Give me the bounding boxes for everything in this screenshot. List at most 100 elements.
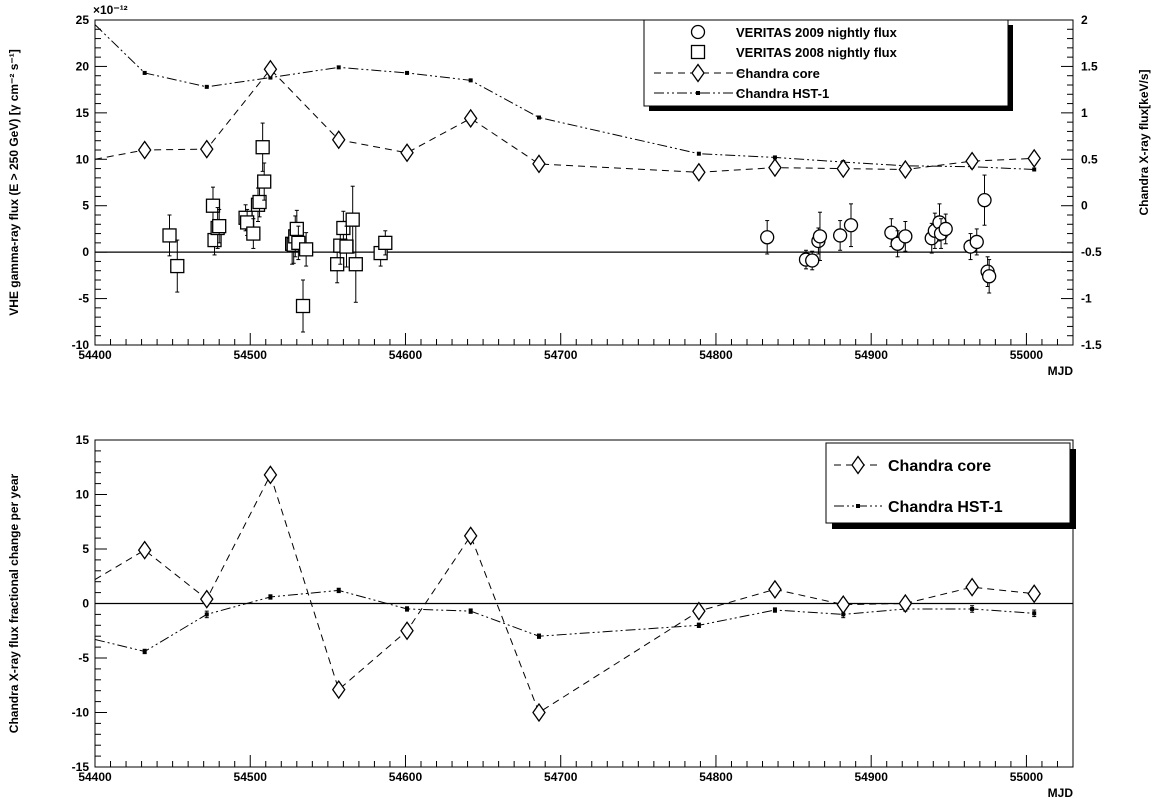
right-y-axis-label: Chandra X-ray flux[keV/s]	[1137, 69, 1151, 215]
bottom-panel-y-tick-label: -15	[72, 760, 90, 774]
bottom-panel-y-tick-label: -5	[78, 651, 89, 665]
legend-circle-marker	[690, 24, 706, 40]
legend-square-marker	[690, 44, 706, 60]
right-y-tick-label: -1	[1081, 292, 1092, 306]
bottom-panel-y-tick-label: 15	[76, 433, 90, 447]
top-panel-y-tick-label: 15	[76, 106, 90, 120]
chandra-hst1-point	[696, 151, 701, 156]
chandra-core-point	[1027, 148, 1041, 168]
bottom-panel-x-tick-label: 54500	[234, 770, 268, 784]
chandra-core-point	[836, 158, 851, 179]
veritas-2008-point	[257, 174, 272, 189]
bottom-panel-y-tick-label: 0	[82, 597, 89, 611]
chandra-core-point	[331, 130, 346, 150]
bottom-legend-entry: Chandra core	[888, 458, 991, 475]
chandra-hst1-point	[1032, 167, 1037, 172]
top-legend: VERITAS 2009 nightly flux VERITAS 2008 ni…	[643, 19, 1013, 111]
top-panel-y-tick-label: 20	[76, 59, 90, 73]
right-y-tick-label: 1	[1081, 106, 1088, 120]
veritas-2008-point	[295, 298, 311, 314]
bottom-core-point	[898, 593, 913, 614]
bottom-legend: Chandra core Chandra HST-1	[825, 442, 1076, 529]
bottom-hst1-line	[95, 589, 1035, 652]
bottom-core-point	[199, 589, 214, 609]
bottom-legend-core-marker	[851, 455, 865, 475]
bottom-hst1-point	[772, 608, 777, 613]
bottom-hst1-point	[536, 634, 541, 639]
chandra-hst1-point	[336, 65, 341, 70]
veritas-2008-point	[348, 257, 363, 272]
right-y-tick-label: -1.5	[1081, 338, 1102, 352]
veritas-2008-point	[289, 221, 304, 237]
top-panel-x-axis-label: MJD	[1048, 364, 1074, 378]
bottom-panel-x-tick-label: 54400	[78, 770, 112, 784]
top-panel-y-tick-label: 25	[76, 13, 90, 27]
bottom-panel-x-tick-label: 54900	[855, 770, 889, 784]
top-panel-x-tick-label: 54400	[78, 348, 112, 362]
chandra-hst1-point	[536, 115, 541, 120]
bottom-hst1-point	[696, 623, 701, 628]
top-panel-x-tick-label: 54800	[699, 348, 733, 362]
top-panel-x-tick-label: 54700	[544, 348, 578, 362]
bottom-panel-y-axis-label: Chandra X-ray flux fractional change per…	[7, 473, 21, 733]
top-panel-y-tick-label: 5	[82, 199, 89, 213]
bottom-core-point	[692, 601, 706, 621]
veritas-2008-point	[378, 235, 393, 251]
right-y-tick-label: 1.5	[1081, 59, 1098, 73]
bottom-legend-hst1-marker	[856, 504, 860, 508]
top-panel-y-tick-label: -5	[78, 292, 89, 306]
bottom-legend-entry: Chandra HST-1	[888, 499, 1003, 516]
veritas-2008-point	[255, 140, 270, 155]
chandra-hst1-line	[95, 24, 1035, 170]
bottom-core-point	[263, 465, 278, 485]
legend-core-marker	[691, 63, 705, 83]
veritas-2009-point	[982, 269, 997, 284]
bottom-core-point	[532, 702, 546, 723]
veritas-2009-point	[898, 229, 913, 244]
bottom-hst1-point	[336, 588, 341, 593]
chandra-core-point	[768, 158, 782, 178]
top-panel-frame	[94, 19, 1074, 346]
bottom-panel-x-tick-label: 55000	[1010, 770, 1044, 784]
bottom-core-point	[137, 540, 152, 560]
veritas-2008-point	[170, 258, 185, 274]
veritas-2009-point	[977, 192, 992, 208]
bottom-panel: 54400 54500 54600 54700 54800 54900 55000 -15 -1…	[7, 433, 1076, 799]
top-panel-x-tick-label: 54500	[234, 348, 268, 362]
veritas-2008-point	[212, 218, 227, 234]
chandra-core-point	[137, 140, 152, 160]
bottom-panel-x-tick-label: 54600	[389, 770, 423, 784]
veritas-2008-point	[205, 198, 221, 213]
chandra-hst1-point	[772, 155, 777, 160]
top-panel-y-axis-label: VHE gamma-ray flux (E > 250 GeV) [γ cm⁻²…	[7, 49, 21, 315]
veritas-2008-point	[252, 194, 267, 210]
bottom-core-point	[463, 526, 478, 546]
bottom-panel-x-tick-label: 54700	[544, 770, 578, 784]
top-panel-y-tick-label: 0	[82, 245, 89, 259]
bottom-panel-y-tick-label: 5	[82, 542, 89, 556]
top-panel-y-tick-label: -10	[72, 338, 90, 352]
veritas-2008-point	[298, 242, 314, 257]
veritas-2008-point	[345, 212, 360, 227]
bottom-panel-x-axis-label: MJD	[1048, 786, 1074, 799]
veritas-2009-point	[843, 218, 859, 233]
veritas-2009-point	[805, 253, 820, 268]
top-panel-y-tick-label: 10	[76, 152, 90, 166]
right-y-tick-label: -0.5	[1081, 245, 1102, 259]
chandra-core-point	[263, 59, 278, 79]
veritas-2009-point	[969, 234, 984, 250]
y-exponent-label: ×10⁻¹²	[93, 3, 128, 17]
top-legend-entry: VERITAS 2009 nightly flux	[736, 25, 898, 40]
bottom-panel-y-tick-label: 10	[76, 488, 90, 502]
top-panel-x-tick-label: 54900	[855, 348, 889, 362]
bottom-hst1-point	[405, 606, 410, 611]
chandra-core-point	[400, 143, 414, 163]
chandra-core-line	[95, 68, 1035, 173]
bottom-core-line	[95, 473, 1035, 714]
bottom-core-point	[400, 621, 414, 641]
top-legend-entry: VERITAS 2008 nightly flux	[736, 45, 898, 60]
veritas-2009-point	[938, 221, 953, 237]
veritas-2008-point	[339, 239, 354, 254]
bottom-hst1-point	[841, 612, 846, 617]
